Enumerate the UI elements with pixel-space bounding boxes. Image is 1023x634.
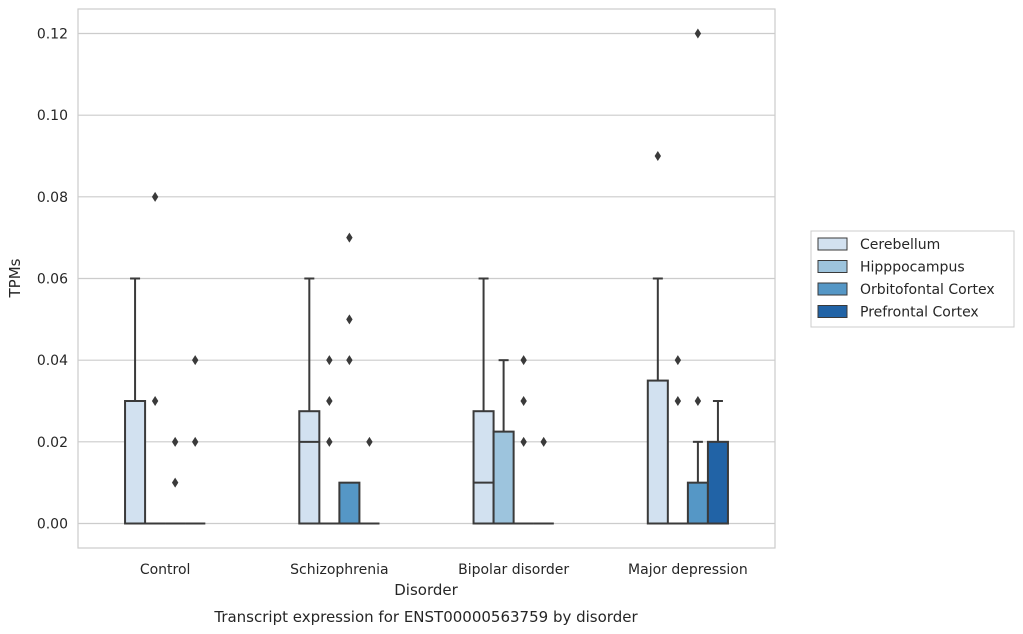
box bbox=[338, 481, 361, 525]
legend-label: Cerebellum bbox=[860, 237, 940, 253]
y-tick-label: 0.02 bbox=[37, 435, 68, 451]
outlier-point bbox=[346, 232, 353, 243]
outlier-point bbox=[674, 396, 682, 406]
legend-label: Hipppocampus bbox=[860, 260, 965, 276]
x-axis-ticks: Control Schizophrenia Bipolar disorder Majo… bbox=[140, 562, 748, 578]
outlier-point bbox=[346, 355, 353, 366]
y-tick-label: 0.10 bbox=[37, 108, 68, 124]
x-tick-label: Schizophrenia bbox=[290, 562, 388, 578]
box bbox=[646, 379, 669, 525]
y-tick-label: 0.12 bbox=[37, 27, 68, 43]
box-group bbox=[124, 277, 147, 525]
chart-caption: Transcript expression for ENST0000056375… bbox=[213, 608, 638, 626]
box-group bbox=[359, 436, 380, 525]
box bbox=[298, 410, 321, 525]
box-group bbox=[165, 436, 186, 525]
legend-label: Orbitofontal Cortex bbox=[860, 282, 995, 298]
plot-area-frame bbox=[77, 8, 776, 549]
box-group bbox=[338, 232, 361, 525]
box bbox=[124, 400, 147, 525]
outlier-point bbox=[326, 355, 333, 366]
y-tick-label: 0.04 bbox=[37, 353, 68, 369]
outlier-point bbox=[674, 355, 682, 366]
y-tick-label: 0.06 bbox=[37, 272, 68, 288]
x-tick-label: Bipolar disorder bbox=[458, 562, 569, 578]
outlier-point bbox=[151, 396, 159, 406]
x-tick-label: Major depression bbox=[628, 562, 748, 578]
box-group bbox=[472, 277, 495, 525]
legend-label: Prefrontal Cortex bbox=[860, 305, 979, 321]
outlier-point bbox=[654, 151, 662, 161]
outlier-point bbox=[540, 436, 547, 447]
box-group bbox=[646, 151, 669, 525]
legend: Cerebellum Hipppocampus Orbitofontal Corte… bbox=[810, 230, 1015, 328]
legend-swatch bbox=[817, 237, 848, 251]
box bbox=[472, 410, 495, 525]
outlier-point bbox=[346, 314, 353, 325]
box bbox=[492, 430, 515, 525]
box-group bbox=[667, 355, 688, 525]
box-group bbox=[513, 355, 534, 525]
box-group bbox=[319, 355, 340, 525]
y-tick-label: 0.00 bbox=[37, 517, 68, 533]
outlier-point bbox=[520, 355, 527, 366]
box-group bbox=[686, 28, 709, 525]
legend-swatch bbox=[817, 305, 848, 318]
outlier-point bbox=[151, 191, 159, 202]
outlier-point bbox=[191, 436, 199, 447]
outlier-point bbox=[171, 436, 179, 447]
outlier-point bbox=[520, 396, 527, 406]
outlier-point bbox=[366, 436, 373, 447]
box-group bbox=[533, 436, 554, 525]
y-axis-label: TPMs bbox=[6, 258, 24, 298]
x-tick-label: Control bbox=[140, 562, 191, 578]
grid-lines bbox=[78, 32, 775, 525]
box-group bbox=[492, 359, 515, 525]
box bbox=[706, 440, 729, 525]
outlier-point bbox=[191, 355, 199, 366]
box-group bbox=[145, 191, 166, 525]
outlier-point bbox=[171, 477, 179, 488]
legend-swatch bbox=[817, 282, 848, 296]
y-tick-label: 0.08 bbox=[37, 190, 68, 206]
outlier-point bbox=[694, 28, 702, 39]
outlier-point bbox=[326, 396, 333, 406]
box bbox=[686, 481, 709, 525]
outlier-point bbox=[326, 436, 333, 447]
x-axis-label: Disorder bbox=[394, 581, 458, 599]
box-group bbox=[185, 355, 206, 525]
box-group bbox=[706, 400, 729, 525]
legend-swatch bbox=[817, 260, 848, 273]
box-plots bbox=[124, 28, 729, 525]
y-axis-ticks: 0.00 0.02 0.04 0.06 0.08 0.10 0.12 bbox=[37, 27, 68, 533]
outlier-point bbox=[520, 436, 527, 447]
box-group bbox=[298, 277, 321, 525]
outlier-point bbox=[694, 396, 702, 406]
